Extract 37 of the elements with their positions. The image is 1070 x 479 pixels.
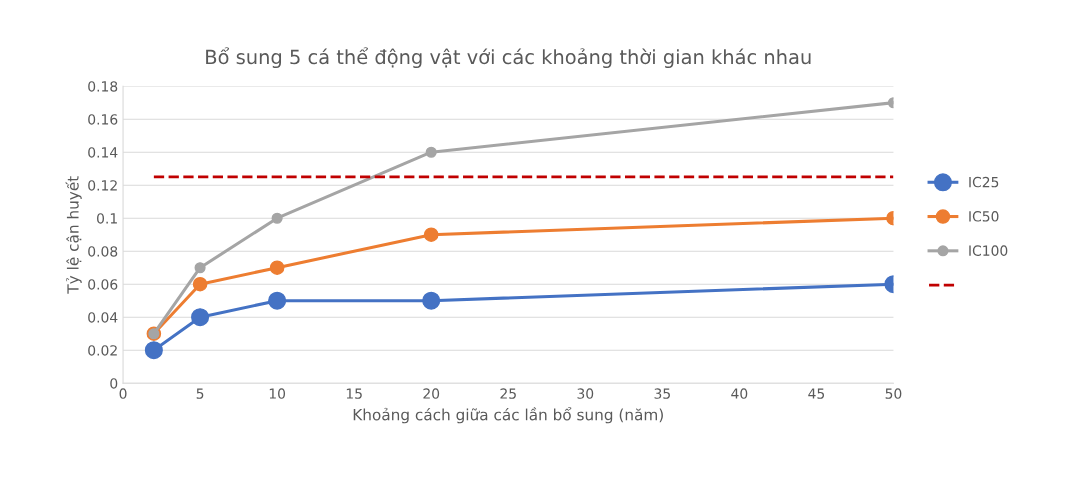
x-axis-title: Khoảng cách giữa các lần bổ sung (năm) <box>353 407 663 424</box>
point <box>144 341 163 360</box>
point <box>422 291 441 310</box>
legend-label: IC50 <box>969 211 999 222</box>
x-tick-label: 0 <box>119 388 127 399</box>
y-tick-label: 0.1 <box>97 213 117 224</box>
x-tick-label: 10 <box>269 388 286 399</box>
x-tick-label: 40 <box>731 388 748 399</box>
x-tick-label: 25 <box>500 388 516 399</box>
legend-label: IC100 <box>969 245 1008 256</box>
chart-title: Bổ sung 5 cá thể động vật với các khoảng thời gian khác nhau <box>206 47 811 69</box>
point <box>194 262 206 274</box>
y-tick-label: 0.14 <box>88 147 118 158</box>
point <box>268 291 287 310</box>
y-tick-label: 0.16 <box>88 114 118 125</box>
y-tick-label: 0.08 <box>88 246 118 257</box>
x-tick-label: 30 <box>577 388 594 399</box>
x-tick-label: 35 <box>654 388 670 399</box>
point <box>271 212 283 224</box>
y-axis-title: Tỷ lệ cận huyết <box>65 176 82 294</box>
y-tick-label: 0.04 <box>88 312 118 323</box>
y-tick-label: 0.12 <box>88 180 117 191</box>
x-tick-label: 20 <box>423 388 440 399</box>
y-tick-label: 0.18 <box>88 81 118 92</box>
legend-label: IC25 <box>969 176 999 188</box>
point <box>425 146 437 158</box>
x-tick-label: 5 <box>196 388 204 399</box>
y-tick-label: 0.06 <box>88 279 118 290</box>
point <box>192 276 208 292</box>
y-tick-label: 0 <box>110 378 118 389</box>
x-tick-label: 15 <box>346 388 362 399</box>
point <box>191 308 210 327</box>
y-tick-label: 0.02 <box>88 345 117 356</box>
x-tick-label: 45 <box>808 388 825 399</box>
point <box>269 260 285 276</box>
point <box>423 227 439 243</box>
x-tick-label: 50 <box>885 388 902 399</box>
